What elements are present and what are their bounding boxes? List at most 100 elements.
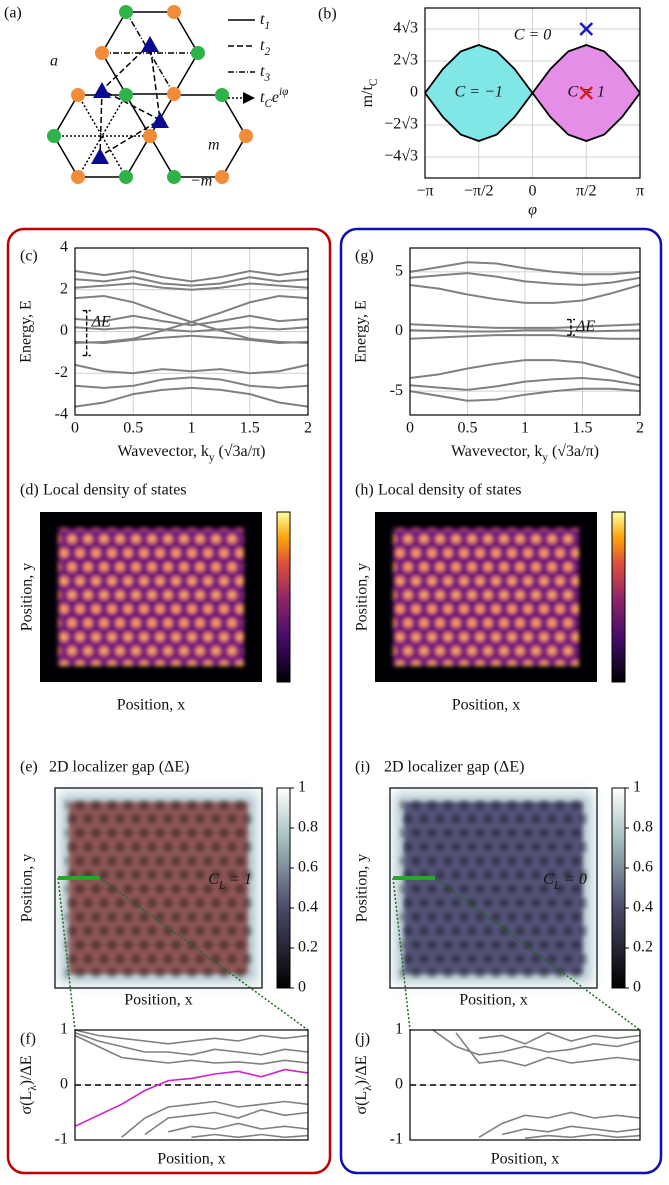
x-tick-label: 1 bbox=[188, 420, 196, 437]
x-axis-label: φ bbox=[528, 202, 537, 219]
x-tick-label: 0.5 bbox=[458, 420, 478, 437]
y-axis-label: m/tC bbox=[359, 79, 380, 108]
gap-label: ΔE bbox=[575, 318, 595, 335]
y-axis-label: Energy, E bbox=[18, 300, 35, 363]
lattice-label: −m bbox=[190, 173, 212, 190]
y-tick-label: 2√3 bbox=[393, 52, 418, 69]
y-axis-label: σ(Lλ)/ΔE bbox=[18, 1055, 39, 1114]
colorbar bbox=[277, 788, 290, 988]
colorbar-tick-label: 0 bbox=[298, 979, 306, 996]
panel-title: 2D localizer gap (ΔE) bbox=[384, 759, 524, 776]
map bbox=[60, 793, 257, 983]
series-line bbox=[168, 1124, 308, 1132]
series-line bbox=[525, 1135, 640, 1139]
subscript: L bbox=[218, 880, 225, 892]
site bbox=[143, 129, 157, 143]
y-tick-label: 0 bbox=[410, 84, 418, 101]
site bbox=[71, 170, 85, 184]
y-tick-label: 0 bbox=[395, 322, 403, 339]
x-tick-label: π/2 bbox=[576, 183, 597, 200]
y-tick-label: 0 bbox=[395, 1076, 403, 1093]
text-part: σ(L bbox=[18, 1091, 35, 1115]
text-part: (√3a/π) bbox=[214, 443, 265, 460]
x-axis-label: Position, x bbox=[459, 992, 527, 1009]
series-line bbox=[502, 1126, 640, 1134]
subscript: L bbox=[553, 880, 560, 892]
site bbox=[167, 5, 181, 19]
x-tick-label: 2 bbox=[304, 420, 312, 437]
text-part: )/ΔE bbox=[353, 1055, 370, 1085]
panel-label: (g) bbox=[355, 248, 374, 265]
gap-bracket bbox=[83, 311, 91, 356]
site bbox=[239, 129, 253, 143]
site bbox=[47, 129, 61, 143]
site bbox=[95, 46, 109, 60]
y-axis-label: Energy, E bbox=[353, 300, 370, 363]
text-part: = 0 bbox=[560, 871, 587, 888]
colorbar-tick-label: 0.8 bbox=[633, 819, 653, 836]
colorbar bbox=[612, 788, 625, 988]
site bbox=[119, 5, 133, 19]
series-line bbox=[75, 1030, 308, 1044]
x-tick-label: π bbox=[636, 183, 644, 200]
y-tick-label: -4 bbox=[55, 406, 68, 423]
series-line bbox=[75, 1070, 308, 1127]
panel-label: (e) bbox=[20, 759, 38, 776]
subscript: 1 bbox=[264, 20, 270, 32]
y-tick-label: -1 bbox=[390, 1131, 403, 1148]
legend-label: tCeiφ bbox=[260, 86, 288, 110]
site bbox=[119, 88, 133, 102]
y-tick-label: 0 bbox=[60, 1076, 68, 1093]
colorbar-tick-label: 0.8 bbox=[298, 819, 318, 836]
subscript: C bbox=[368, 79, 380, 86]
panel-title: Local density of states bbox=[43, 482, 187, 499]
page: (a)am−mt1t2t3tCeiφ−π−π/20π/2π4√32√30−2√3… bbox=[0, 0, 669, 1180]
panel-title: 2D localizer gap (ΔE) bbox=[49, 759, 189, 776]
site bbox=[191, 46, 205, 60]
text-part: e bbox=[272, 89, 279, 106]
y-tick-label: -2 bbox=[55, 364, 68, 381]
t3-bonds bbox=[102, 12, 198, 94]
heatmap-dots bbox=[58, 528, 244, 666]
y-tick-label: 1 bbox=[60, 1021, 68, 1038]
site bbox=[167, 170, 181, 184]
y-axis-label: Position, y bbox=[354, 563, 371, 631]
legend-label: t3 bbox=[260, 63, 270, 84]
series-line bbox=[479, 1033, 640, 1044]
map bbox=[395, 793, 592, 983]
y-axis-label: σ(Lλ)/ΔE bbox=[353, 1055, 374, 1114]
site-triangle bbox=[141, 36, 159, 52]
text-part: C bbox=[543, 871, 554, 888]
legend-label: t1 bbox=[260, 11, 270, 32]
colorbar bbox=[612, 512, 625, 682]
x-axis-label: Position, x bbox=[124, 992, 192, 1009]
x-axis-label: Wavevector, ky (√3a/π) bbox=[117, 443, 265, 464]
text-part: (√3a/π) bbox=[548, 443, 599, 460]
x-tick-label: 1 bbox=[521, 420, 529, 437]
colorbar-tick-label: 0.2 bbox=[633, 939, 653, 956]
panel-label: (b) bbox=[318, 6, 337, 23]
text-part: = 1 bbox=[225, 871, 252, 888]
panel-label: (h) bbox=[355, 482, 374, 499]
colorbar bbox=[277, 512, 290, 682]
y-tick-label: −4√3 bbox=[384, 148, 418, 165]
figure: (a)am−mt1t2t3tCeiφ−π−π/20π/2π4√32√30−2√3… bbox=[0, 0, 669, 1180]
text-part: )/ΔE bbox=[18, 1055, 35, 1085]
legend-label: t2 bbox=[260, 37, 270, 58]
x-tick-label: 0 bbox=[529, 183, 537, 200]
text-part: σ(L bbox=[353, 1091, 370, 1115]
site-triangle bbox=[151, 112, 169, 128]
gap-label: ΔE bbox=[91, 314, 111, 331]
lattice-diagram bbox=[47, 5, 255, 184]
y-tick-label: 1 bbox=[395, 1021, 403, 1038]
colorbar-tick-label: 0 bbox=[633, 979, 641, 996]
superscript: iφ bbox=[279, 86, 288, 98]
x-tick-label: −π/2 bbox=[464, 183, 494, 200]
site bbox=[71, 88, 85, 102]
y-tick-label: 2 bbox=[60, 280, 68, 297]
panel-title: Local density of states bbox=[378, 482, 522, 499]
y-tick-label: -1 bbox=[55, 1131, 68, 1148]
x-tick-label: 0 bbox=[406, 420, 414, 437]
site bbox=[215, 88, 229, 102]
region-label: C = −1 bbox=[455, 84, 503, 101]
